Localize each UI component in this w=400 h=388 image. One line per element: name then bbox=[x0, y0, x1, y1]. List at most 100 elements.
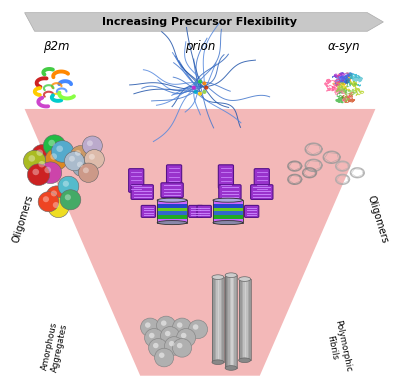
Circle shape bbox=[64, 151, 84, 171]
Bar bbox=[157, 211, 187, 215]
Ellipse shape bbox=[157, 198, 187, 202]
Ellipse shape bbox=[239, 358, 251, 362]
Circle shape bbox=[159, 353, 164, 358]
Bar bbox=[248, 279, 249, 360]
Circle shape bbox=[160, 327, 180, 345]
Circle shape bbox=[24, 150, 46, 172]
Circle shape bbox=[204, 86, 208, 90]
Bar bbox=[227, 275, 228, 368]
Bar bbox=[232, 275, 234, 368]
Circle shape bbox=[28, 164, 50, 185]
Ellipse shape bbox=[157, 221, 187, 225]
Bar bbox=[222, 277, 224, 362]
Bar bbox=[213, 219, 243, 223]
Circle shape bbox=[165, 331, 170, 336]
Circle shape bbox=[194, 81, 198, 85]
Bar bbox=[215, 277, 216, 362]
FancyBboxPatch shape bbox=[219, 185, 241, 199]
Bar bbox=[246, 279, 248, 360]
Circle shape bbox=[51, 140, 74, 162]
Circle shape bbox=[53, 202, 59, 208]
Bar bbox=[231, 275, 232, 368]
FancyBboxPatch shape bbox=[189, 205, 203, 217]
FancyBboxPatch shape bbox=[141, 205, 156, 217]
Circle shape bbox=[82, 136, 102, 155]
Bar bbox=[212, 277, 214, 362]
Ellipse shape bbox=[213, 221, 243, 225]
Circle shape bbox=[77, 162, 83, 167]
Circle shape bbox=[50, 153, 57, 160]
Text: Amorphous
Aggregates: Amorphous Aggregates bbox=[40, 320, 69, 373]
Text: α-syn: α-syn bbox=[327, 40, 360, 53]
FancyBboxPatch shape bbox=[218, 165, 234, 189]
Circle shape bbox=[48, 197, 69, 218]
Ellipse shape bbox=[239, 277, 251, 281]
Circle shape bbox=[198, 92, 202, 96]
Bar bbox=[213, 211, 243, 215]
Circle shape bbox=[87, 140, 93, 146]
Circle shape bbox=[172, 318, 192, 337]
Text: Oligomers: Oligomers bbox=[365, 194, 390, 244]
Bar bbox=[242, 279, 243, 360]
Circle shape bbox=[169, 341, 174, 346]
Circle shape bbox=[89, 154, 95, 160]
Circle shape bbox=[72, 157, 92, 177]
Bar bbox=[225, 275, 227, 368]
Ellipse shape bbox=[225, 365, 237, 370]
Circle shape bbox=[58, 176, 79, 196]
Circle shape bbox=[56, 146, 63, 152]
Ellipse shape bbox=[212, 275, 224, 279]
Bar bbox=[225, 275, 237, 368]
Bar bbox=[157, 204, 187, 208]
Circle shape bbox=[202, 81, 206, 85]
Text: Polymorphic
Fibrils: Polymorphic Fibrils bbox=[322, 319, 352, 374]
FancyBboxPatch shape bbox=[197, 205, 211, 217]
Circle shape bbox=[145, 322, 150, 328]
Bar bbox=[239, 279, 251, 360]
Circle shape bbox=[181, 333, 186, 338]
Circle shape bbox=[78, 163, 98, 182]
Circle shape bbox=[43, 196, 49, 202]
Circle shape bbox=[65, 194, 71, 200]
FancyBboxPatch shape bbox=[251, 185, 273, 199]
Bar bbox=[234, 275, 236, 368]
FancyBboxPatch shape bbox=[161, 183, 183, 197]
Circle shape bbox=[202, 90, 206, 94]
Text: β2m: β2m bbox=[43, 40, 70, 53]
Bar bbox=[157, 215, 187, 219]
Circle shape bbox=[172, 339, 192, 357]
Circle shape bbox=[28, 155, 35, 162]
Circle shape bbox=[31, 144, 54, 166]
Circle shape bbox=[69, 156, 75, 162]
Circle shape bbox=[84, 149, 104, 169]
Circle shape bbox=[33, 156, 56, 178]
Circle shape bbox=[38, 192, 59, 212]
Circle shape bbox=[45, 148, 68, 170]
Bar bbox=[213, 215, 243, 219]
Circle shape bbox=[153, 343, 158, 348]
Circle shape bbox=[164, 337, 184, 355]
Circle shape bbox=[51, 191, 57, 196]
Circle shape bbox=[161, 320, 166, 326]
FancyBboxPatch shape bbox=[244, 205, 259, 217]
Circle shape bbox=[70, 146, 90, 165]
Circle shape bbox=[63, 181, 69, 187]
Bar bbox=[240, 279, 242, 360]
Bar bbox=[221, 277, 222, 362]
Circle shape bbox=[177, 343, 182, 348]
Text: prion: prion bbox=[185, 40, 215, 53]
Ellipse shape bbox=[213, 198, 243, 202]
FancyBboxPatch shape bbox=[129, 169, 144, 192]
Bar bbox=[230, 275, 231, 368]
Circle shape bbox=[46, 186, 67, 206]
Ellipse shape bbox=[212, 360, 224, 364]
Circle shape bbox=[44, 167, 51, 173]
Circle shape bbox=[188, 320, 208, 339]
FancyBboxPatch shape bbox=[254, 169, 269, 192]
Polygon shape bbox=[25, 13, 383, 31]
Circle shape bbox=[193, 324, 198, 330]
Bar bbox=[213, 204, 243, 208]
Bar bbox=[214, 277, 215, 362]
Bar bbox=[213, 200, 243, 204]
Bar bbox=[228, 275, 230, 368]
